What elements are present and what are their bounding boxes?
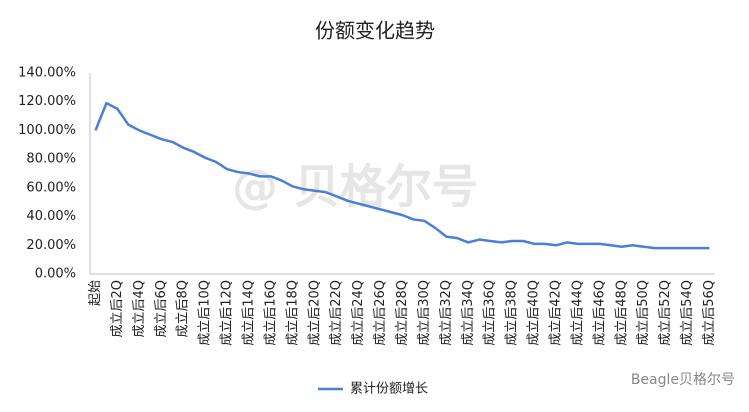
x-tick-label: 成立后44Q xyxy=(570,280,585,346)
y-tick-label: 60.00% xyxy=(26,180,76,195)
x-tick-label: 成立后6Q xyxy=(154,280,169,338)
x-tick-label: 成立后32Q xyxy=(439,280,454,346)
y-tick-label: 40.00% xyxy=(26,209,76,224)
x-tick-label: 起始 xyxy=(88,280,103,306)
x-tick-label: 成立后26Q xyxy=(373,280,388,346)
x-tick-label: 成立后2Q xyxy=(110,280,125,338)
x-tick-label: 成立后48Q xyxy=(614,280,629,346)
x-tick-label: 成立后34Q xyxy=(461,280,476,346)
x-tick-label: 成立后20Q xyxy=(307,280,322,346)
x-tick-label: 成立后22Q xyxy=(329,280,344,346)
x-tick-label: 成立后40Q xyxy=(527,280,542,346)
y-tick-label: 0.00% xyxy=(35,267,76,282)
x-tick-label: 成立后10Q xyxy=(198,280,213,346)
legend-label: 累计份额增长 xyxy=(350,382,428,397)
x-tick-label: 成立后42Q xyxy=(549,280,564,346)
y-tick-label: 120.00% xyxy=(18,94,76,109)
x-tick-label: 成立后12Q xyxy=(220,280,235,346)
series-line xyxy=(94,101,710,250)
x-tick-label: 成立后4Q xyxy=(132,280,147,338)
y-tick-label: 80.00% xyxy=(26,152,76,167)
x-tick-label: 成立后24Q xyxy=(351,280,366,346)
x-tick-label: 成立后30Q xyxy=(417,280,432,346)
x-tick-label: 成立后8Q xyxy=(176,280,191,338)
chart-title: 份额变化趋势 xyxy=(315,19,435,43)
x-tick-label: 成立后14Q xyxy=(241,280,256,346)
x-tick-label: 成立后56Q xyxy=(702,280,717,346)
x-tick-label: 成立后38Q xyxy=(505,280,520,346)
x-tick-label: 成立后36Q xyxy=(483,280,498,346)
y-tick-label: 140.00% xyxy=(18,66,76,81)
x-tick-label: 成立后52Q xyxy=(658,280,673,346)
x-tick-label: 成立后50Q xyxy=(636,280,651,346)
x-tick-label: 成立后16Q xyxy=(263,280,278,346)
watermark: @ 贝格尔号 xyxy=(232,160,478,214)
x-tick-label: 成立后46Q xyxy=(592,280,607,346)
y-tick-label: 100.00% xyxy=(18,123,76,138)
x-tick-label: 成立后54Q xyxy=(680,280,695,346)
x-tick-label: 成立后28Q xyxy=(395,280,410,346)
footer-logo: Beagle贝格尔号 xyxy=(631,372,735,388)
y-tick-label: 20.00% xyxy=(26,238,76,253)
x-tick-label: 成立后18Q xyxy=(285,280,300,346)
